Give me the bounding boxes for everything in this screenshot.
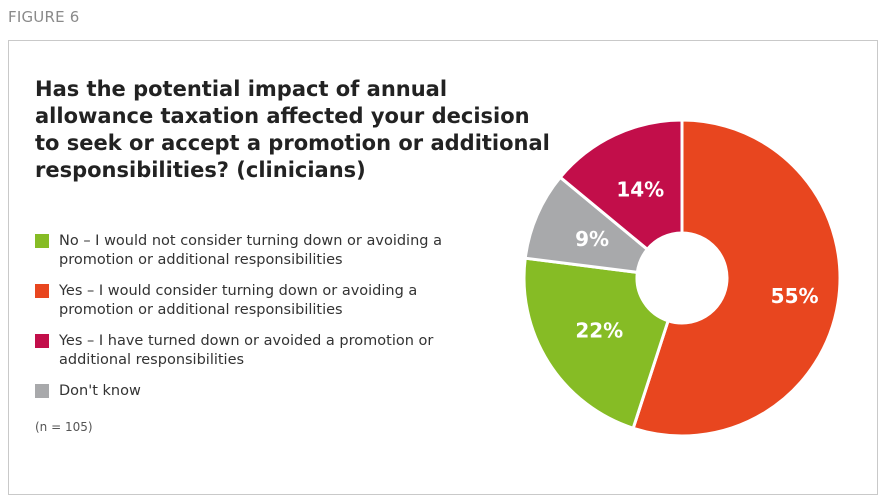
sample-size-note: (n = 105) [35,420,93,434]
slice-yes-have-turned-down [558,118,684,251]
legend-label-yes-have-turned-down: Yes – I have turned down or avoided a pr… [59,333,434,368]
legend-swatch-dont-know [35,384,49,398]
legend-swatch-no [35,234,49,248]
slice-dont-know-value-label: 9% [575,227,609,251]
legend-item-dont-know: Don't know [35,382,475,401]
slice-yes-have-turned-down-value-label: 14% [616,177,664,201]
chart-panel [8,40,878,495]
legend: No – I would not consider turning down o… [35,232,475,413]
slice-yes-would-consider-value-label: 55% [771,284,819,308]
legend-item-no: No – I would not consider turning down o… [35,232,475,270]
legend-label-dont-know: Don't know [59,383,141,399]
legend-item-yes-have-turned-down: Yes – I have turned down or avoided a pr… [35,332,475,370]
legend-item-yes-would-consider: Yes – I would consider turning down or a… [35,282,475,320]
legend-label-no: No – I would not consider turning down o… [59,233,442,268]
slice-yes-would-consider [631,118,842,438]
slice-no [522,256,670,430]
legend-swatch-yes-would-consider [35,284,49,298]
donut-chart: 55% 22% 9% 14% [522,118,842,438]
figure-label: FIGURE 6 [8,8,80,26]
slice-no-value-label: 22% [575,319,623,343]
legend-swatch-yes-have-turned-down [35,334,49,348]
legend-label-yes-would-consider: Yes – I would consider turning down or a… [59,283,418,318]
chart-title: Has the potential impact of annual allow… [35,77,550,182]
